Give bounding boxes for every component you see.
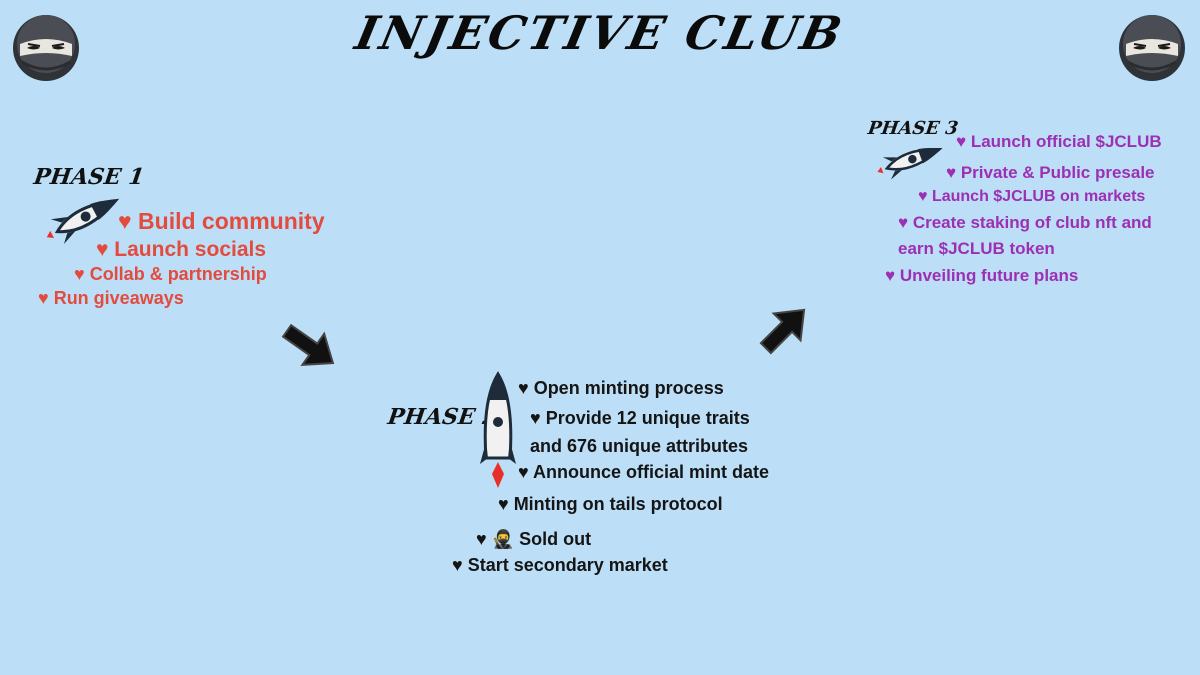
phase-3-item: ♥ Launch $JCLUB on markets — [918, 188, 1146, 205]
phase-1-item: ♥ Collab & partnership — [74, 264, 267, 284]
rocket-icon — [877, 148, 943, 180]
page-title: INJECTIVE CLUB — [350, 6, 850, 60]
ninja-mascot-icon — [1119, 15, 1185, 81]
phase-1-item: ♥ Launch socials — [96, 238, 267, 261]
phase-1-item: ♥ Build community — [118, 208, 325, 234]
phase-2-item: ♥ Open minting process — [518, 378, 724, 398]
phase-2-item: ♥ Announce official mint date — [518, 462, 770, 482]
phase-3-item: ♥ Private & Public presale — [946, 163, 1155, 182]
phase-2-item: ♥ Minting on tails protocol — [498, 494, 723, 514]
phase-1-label: PHASE 1 — [32, 164, 146, 190]
phase-3-label: PHASE 3 — [866, 118, 960, 139]
phase-1-item: ♥ Run giveaways — [38, 288, 184, 308]
rocket-icon — [46, 198, 120, 244]
phase-3-item: ♥ Unveiling future plans — [885, 266, 1079, 285]
phase-2-item: ♥ Start secondary market — [452, 555, 668, 575]
phase-2-item: and 676 unique attributes — [530, 436, 749, 456]
phase-2-item: ♥ Provide 12 unique traits — [530, 408, 750, 428]
ninja-mascot-icon — [13, 15, 79, 81]
phase-3-item: ♥ Launch official $JCLUB — [956, 132, 1162, 151]
arrow-icon — [281, 323, 335, 366]
rocket-icon — [480, 371, 516, 488]
phase-3-item: earn $JCLUB token — [898, 239, 1055, 258]
phase-3-item: ♥ Create staking of club nft and — [898, 213, 1152, 232]
phase-2-item: ♥ 🥷 Sold out — [476, 529, 592, 549]
arrow-icon — [759, 308, 806, 355]
